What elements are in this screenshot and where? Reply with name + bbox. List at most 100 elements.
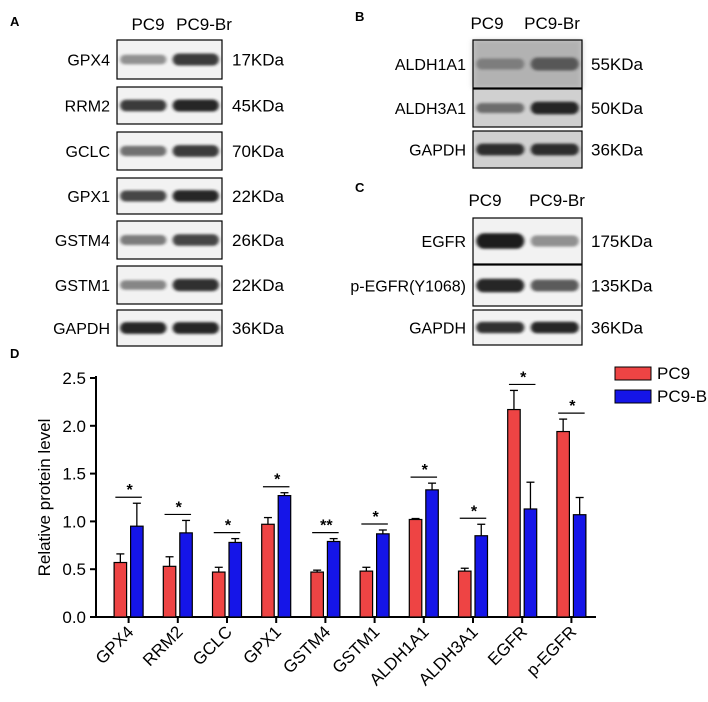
- bar-group-rrm2: * RRM2: [139, 499, 193, 670]
- legend-swatch-pc9: [614, 366, 652, 381]
- x-tick-label: GPX4: [92, 622, 138, 668]
- blot-row-gpx1: GPX1 22KDa: [67, 177, 285, 215]
- protein-label: ALDH1A1: [395, 57, 466, 74]
- blot-row-rrm2: RRM2 45KDa: [65, 86, 285, 125]
- blot-row-aldh3a1: ALDH3A1 50KDa: [395, 88, 644, 128]
- blot-band: [172, 322, 219, 334]
- blot-band: [120, 145, 167, 157]
- blot-band: [120, 235, 167, 245]
- panel-letter: A: [10, 14, 20, 29]
- blot-band: [530, 321, 579, 334]
- blot-row-gclc: GCLC 70KDa: [66, 131, 285, 171]
- mw-label: 22KDa: [232, 187, 285, 206]
- significance-marker: *: [372, 509, 379, 526]
- blot-frame: [472, 217, 583, 265]
- significance-marker: *: [274, 472, 281, 489]
- blot-row-gapdh: GAPDH 36KDa: [409, 309, 644, 346]
- protein-label: GSTM4: [55, 233, 110, 250]
- blot-row-gstm1: GSTM1 22KDa: [55, 265, 285, 305]
- blot-frame: [472, 88, 583, 128]
- mw-label: 135KDa: [591, 277, 653, 296]
- bar-pc9-gpx1: [261, 523, 275, 618]
- blot-band: [120, 190, 167, 202]
- protein-label: GAPDH: [53, 321, 110, 338]
- mw-label: 26KDa: [232, 231, 285, 250]
- blot-band: [120, 54, 167, 65]
- bar-pc9-aldh3a1: [457, 570, 472, 618]
- mw-label: 55KDa: [591, 55, 644, 74]
- blot-frame: [116, 86, 223, 125]
- legend: PC9 PC9-Br: [614, 364, 708, 406]
- protein-label: GAPDH: [409, 321, 466, 338]
- blot-band: [476, 321, 525, 334]
- blot-row-egfr: EGFR 175KDa: [422, 217, 653, 265]
- panel-letter: C: [355, 180, 365, 195]
- bar-pc9-br-aldh1a1: [425, 489, 439, 618]
- blot-band: [530, 235, 579, 247]
- blot-band: [476, 58, 525, 70]
- bar-pc9-aldh1a1: [408, 518, 423, 618]
- blot-row-gpx4: GPX4 17KDa: [67, 39, 285, 80]
- significance-marker: *: [471, 503, 478, 520]
- blot-band: [172, 234, 219, 246]
- mw-label: 36KDa: [591, 319, 644, 338]
- y-tick-label: 0.0: [62, 608, 86, 627]
- blot-frame: [472, 264, 583, 307]
- lane-label-pc9: PC9: [468, 191, 501, 210]
- blot-frame: [116, 39, 223, 80]
- lane-label-pc9: PC9: [470, 14, 503, 33]
- blot-band: [172, 145, 219, 157]
- bar-pc9-br-rrm2: [179, 532, 193, 618]
- blot-band: [172, 190, 219, 202]
- bar-pc9-br-gpx1: [277, 494, 292, 618]
- mw-label: 175KDa: [591, 232, 653, 251]
- x-tick-label: GPX1: [240, 622, 286, 668]
- significance-marker: *: [422, 462, 429, 479]
- blot-frame: [116, 220, 223, 260]
- panel-c-blots: C PC9 PC9-Br EGFR 175KDa p-EGFR(Y1068) 135KDa G…: [350, 180, 653, 346]
- bar-pc9-br-gstm1: [376, 533, 390, 618]
- blot-frame: [472, 309, 583, 346]
- significance-marker: *: [126, 482, 133, 499]
- lane-label-pc9-br: PC9-Br: [529, 191, 585, 210]
- protein-label: GPX1: [67, 189, 110, 206]
- significance-marker: *: [569, 398, 576, 415]
- blot-frame: [116, 265, 223, 305]
- blot-frame: [472, 39, 583, 89]
- bar-pc9-rrm2: [162, 565, 177, 618]
- bar-pc9-gclc: [211, 571, 226, 618]
- x-tick-label: p-EGFR: [523, 622, 581, 680]
- panel-letter: B: [355, 9, 364, 24]
- blot-band: [476, 143, 525, 156]
- legend-swatch-pc9-br: [614, 389, 652, 404]
- blot-frame: [116, 309, 223, 347]
- blot-band: [172, 99, 219, 112]
- blot-row-p-egfr-y1068: p-EGFR(Y1068) 135KDa: [350, 264, 653, 307]
- bar-pc9-br-gclc: [228, 541, 243, 618]
- mw-label: 36KDa: [591, 141, 644, 160]
- y-tick-label: 1.0: [62, 512, 86, 531]
- significance-marker: **: [320, 518, 333, 535]
- bar-pc9-egfr: [507, 408, 521, 618]
- bar-pc9-br-gstm4: [326, 540, 341, 618]
- protein-label: GCLC: [66, 144, 110, 161]
- panel-letter: D: [10, 346, 19, 361]
- blot-frame: [116, 131, 223, 171]
- bar-group-gpx1: * GPX1: [240, 472, 292, 668]
- x-tick-label: EGFR: [484, 622, 531, 669]
- bar-pc9-br-egfr: [523, 508, 538, 618]
- protein-label: GPX4: [67, 53, 110, 70]
- blot-band: [120, 99, 167, 112]
- panel-b-blots: B PC9 PC9-Br ALDH1A1 55KDa ALDH3A1 50KDa GAPDH 3…: [355, 9, 644, 169]
- bar-group-gclc: * GCLC: [189, 518, 243, 669]
- blot-frame: [116, 177, 223, 215]
- mw-label: 17KDa: [232, 51, 285, 70]
- mw-label: 50KDa: [591, 99, 644, 118]
- lane-label-pc9-br: PC9-Br: [524, 14, 580, 33]
- blot-band: [120, 280, 167, 290]
- y-tick-label: 0.5: [62, 560, 86, 579]
- blot-row-gstm4: GSTM4 26KDa: [55, 220, 285, 260]
- protein-label: EGFR: [422, 234, 466, 251]
- blot-band: [476, 103, 525, 113]
